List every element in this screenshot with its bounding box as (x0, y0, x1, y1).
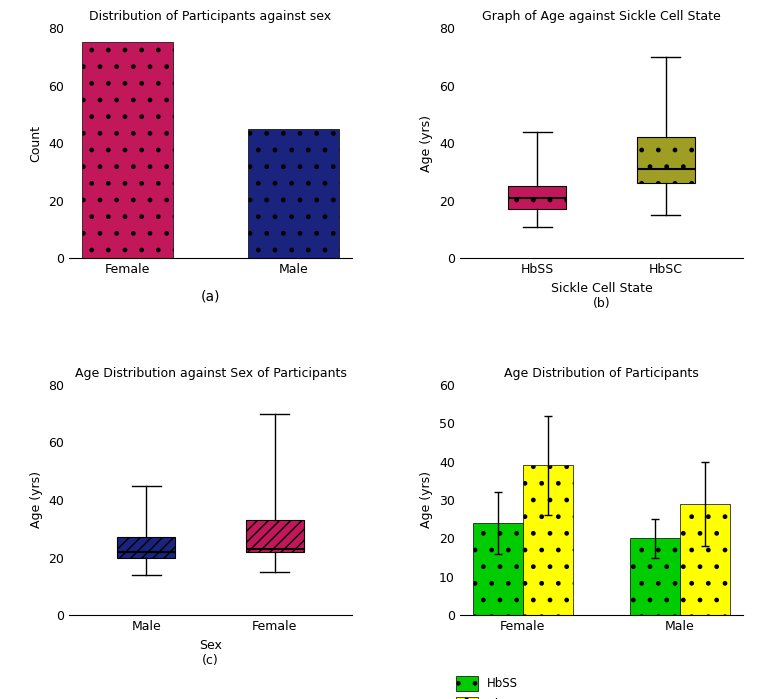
Bar (630, 538, 680, 615)
Bar (680, 504, 730, 615)
Title: Distribution of Participants against sex: Distribution of Participants against sex (90, 10, 332, 22)
PathPatch shape (117, 538, 175, 558)
X-axis label: Sex
(c): Sex (c) (199, 639, 222, 667)
Legend: HbSS, HbSC: HbSS, HbSC (451, 672, 523, 699)
Y-axis label: Age (yrs): Age (yrs) (421, 115, 434, 171)
Y-axis label: Age (yrs): Age (yrs) (30, 472, 43, 528)
X-axis label: Sickle Cell State
(b): Sickle Cell State (b) (551, 282, 653, 310)
X-axis label: (a): (a) (201, 290, 221, 304)
Y-axis label: Age (yrs): Age (yrs) (421, 472, 434, 528)
Title: Graph of Age against Sickle Cell State: Graph of Age against Sickle Cell State (482, 10, 721, 22)
PathPatch shape (246, 520, 304, 552)
Title: Age Distribution of Participants: Age Distribution of Participants (504, 366, 699, 380)
Bar (473, 523, 523, 615)
PathPatch shape (637, 137, 695, 183)
Y-axis label: Count: Count (30, 124, 43, 161)
Bar (248, 129, 339, 258)
PathPatch shape (508, 186, 566, 209)
Bar (523, 466, 573, 615)
Title: Age Distribution against Sex of Participants: Age Distribution against Sex of Particip… (74, 366, 346, 380)
Bar (82, 43, 173, 258)
